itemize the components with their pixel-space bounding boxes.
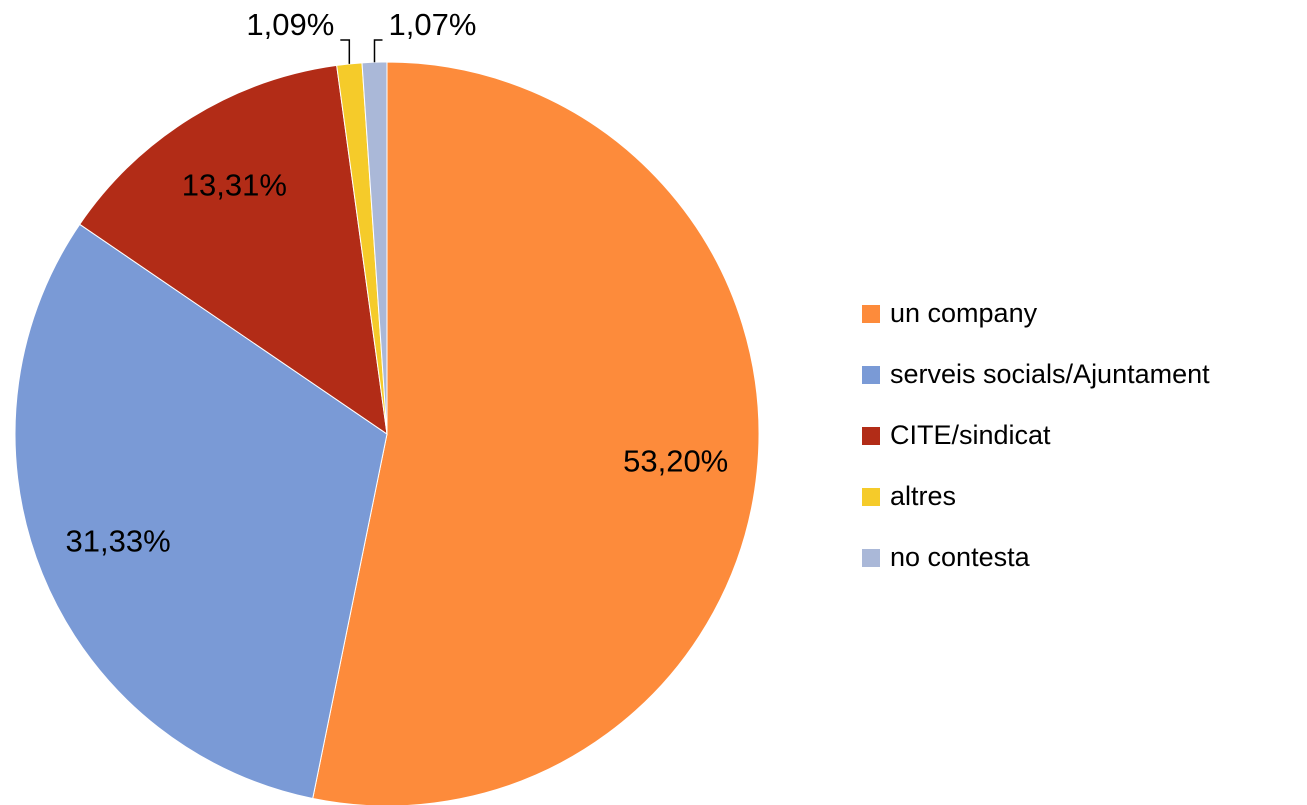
data-label: 31,33% xyxy=(66,523,171,558)
pie-slice xyxy=(79,64,388,436)
pie-slice xyxy=(14,223,388,800)
legend-swatch xyxy=(862,488,880,506)
pie-slice xyxy=(312,61,760,805)
leader-line xyxy=(340,39,351,64)
data-label: 1,09% xyxy=(246,7,334,42)
legend-swatch xyxy=(862,366,880,384)
legend-label: un company xyxy=(890,298,1038,328)
legend-swatch xyxy=(862,549,880,567)
legend-swatch xyxy=(862,305,880,323)
legend-label: CITE/sindicat xyxy=(890,420,1051,450)
data-label: 53,20% xyxy=(623,443,728,478)
legend-label: altres xyxy=(890,481,956,511)
pie-slice xyxy=(361,61,388,435)
legend-swatch xyxy=(862,427,880,445)
leader-line xyxy=(373,39,383,63)
data-label: 13,31% xyxy=(182,167,287,202)
data-label: 1,07% xyxy=(388,7,476,42)
legend-label: serveis socials/Ajuntament xyxy=(890,359,1210,389)
legend-label: no contesta xyxy=(890,542,1031,572)
